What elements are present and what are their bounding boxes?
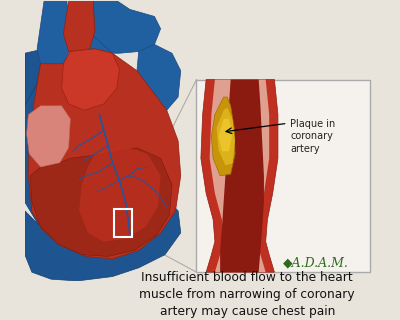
Polygon shape — [218, 119, 232, 151]
Polygon shape — [211, 97, 235, 176]
Polygon shape — [210, 79, 269, 272]
Polygon shape — [137, 44, 181, 110]
Bar — [114, 209, 132, 237]
Polygon shape — [63, 1, 95, 52]
Polygon shape — [25, 53, 51, 228]
Polygon shape — [93, 1, 160, 53]
Polygon shape — [86, 1, 120, 53]
Polygon shape — [217, 108, 235, 165]
Bar — [196, 79, 370, 272]
Polygon shape — [25, 49, 44, 106]
Polygon shape — [62, 49, 120, 110]
Polygon shape — [261, 84, 371, 272]
Text: ◆A.D.A.M.: ◆A.D.A.M. — [283, 257, 349, 269]
Polygon shape — [201, 79, 278, 272]
Polygon shape — [220, 79, 264, 272]
Polygon shape — [28, 49, 181, 259]
Polygon shape — [79, 145, 160, 242]
Text: Insufficient blood flow to the heart
muscle from narrowing of coronary
artery ma: Insufficient blood flow to the heart mus… — [140, 271, 355, 318]
Text: Plaque in
coronary
artery: Plaque in coronary artery — [290, 119, 336, 154]
Polygon shape — [30, 148, 172, 256]
Polygon shape — [25, 202, 181, 281]
Polygon shape — [37, 1, 70, 64]
Polygon shape — [27, 106, 70, 167]
